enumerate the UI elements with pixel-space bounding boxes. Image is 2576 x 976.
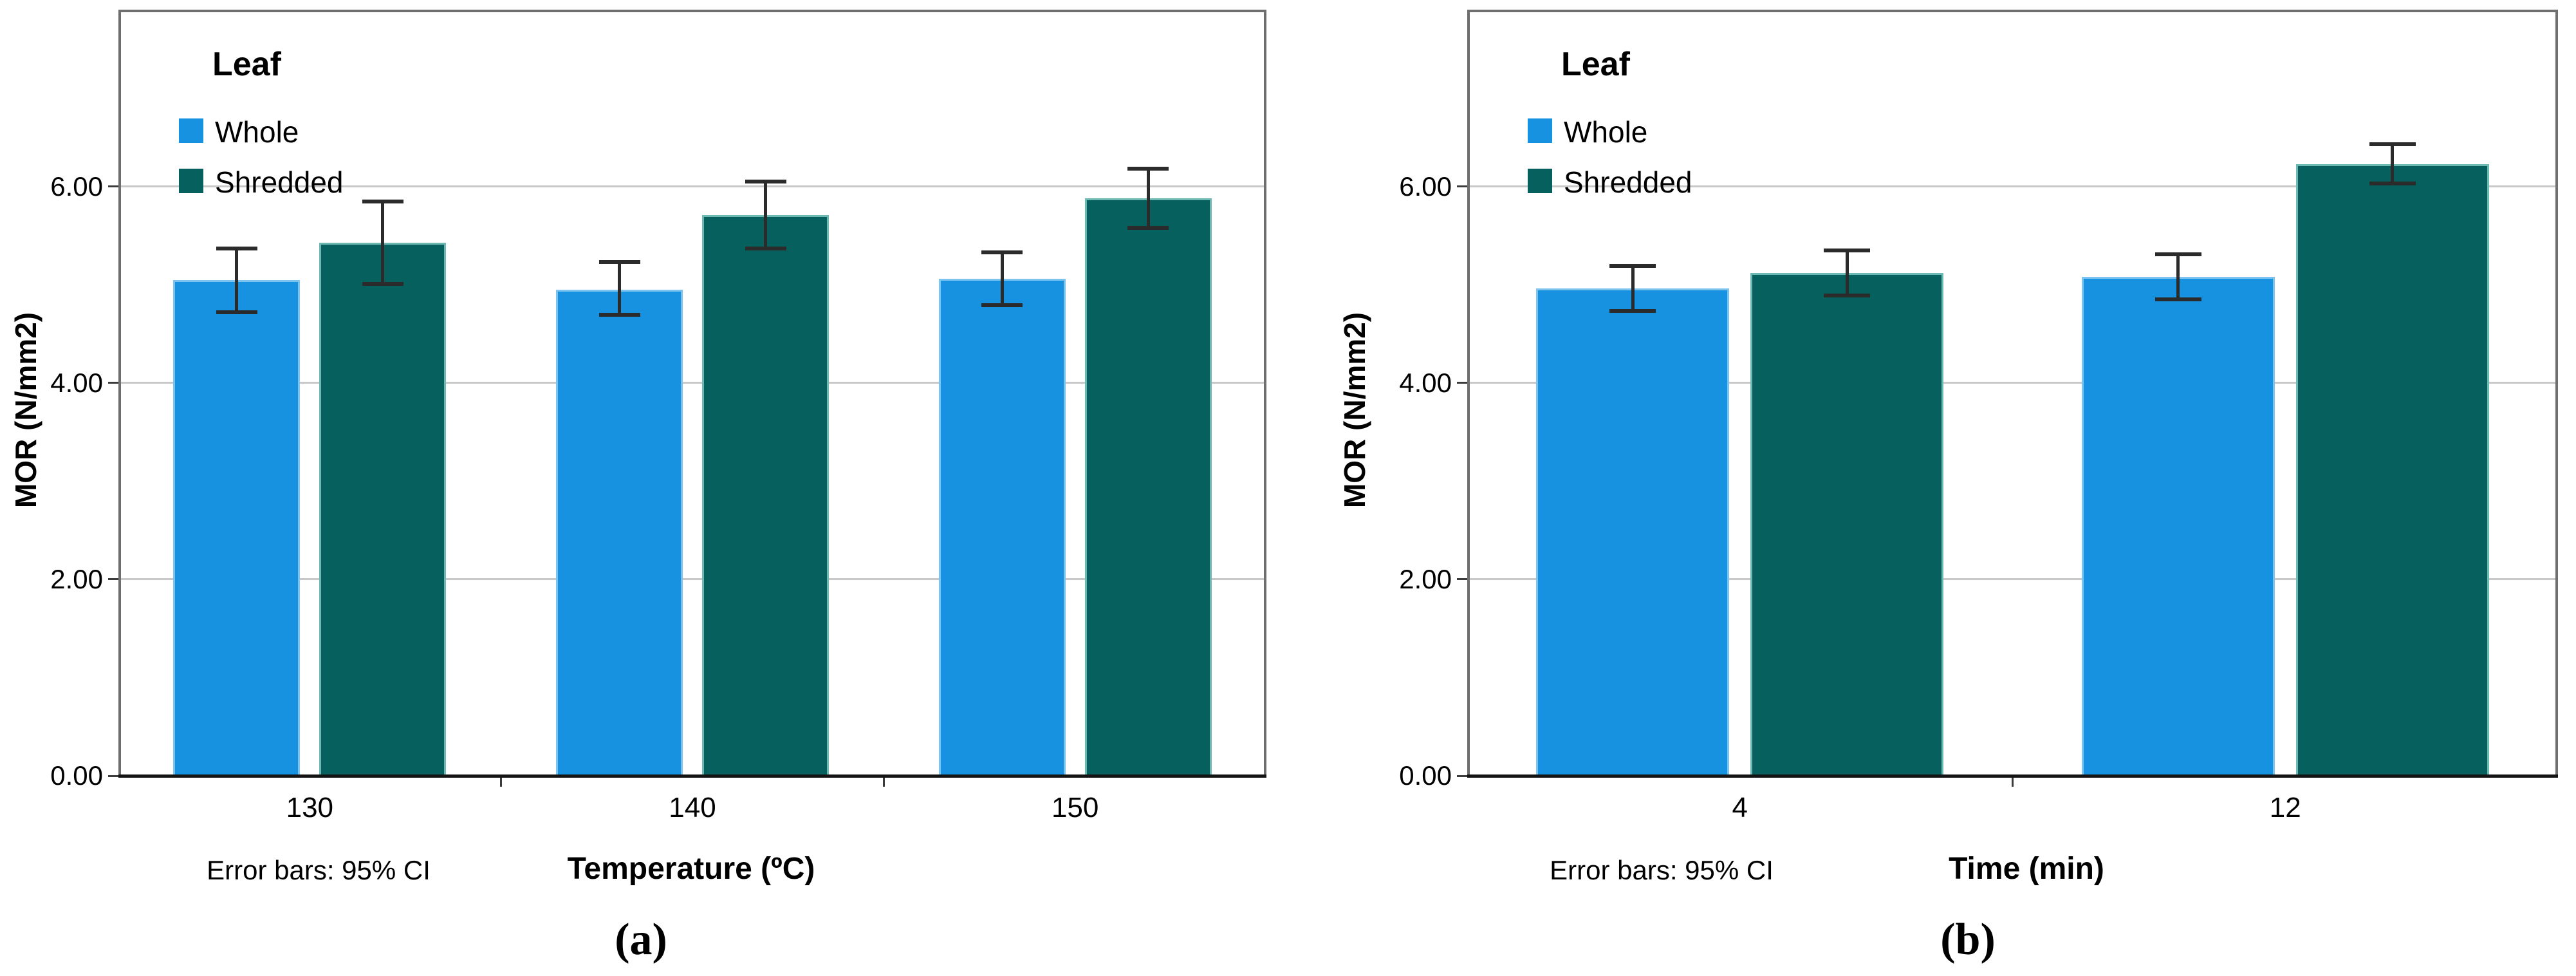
y-axis-tick [1457,774,1467,777]
error-bar-line [381,201,385,284]
bar-whole-130 [173,279,301,776]
gridline-y2 [1467,578,2558,581]
x-axis-tick [2012,778,2014,787]
error-bars-note-b: Error bars: 95% CI [1550,855,1774,885]
y-axis-title-b: MOR (N/mm2) [1338,312,1371,509]
panel-a: MOR (N/mm2) Leaf Whole Shredded Error ba… [9,10,1266,964]
gridline-y6 [1467,185,2558,188]
error-bar-cap-top [598,260,640,265]
error-bar-cap-top [216,246,257,250]
error-bar-cap-bottom [1609,309,1656,314]
x-axis-line [1467,774,2558,778]
y-tick-label: 6.00 [1399,171,1452,202]
error-bar-cap-bottom [2154,297,2201,302]
error-bar-line [1631,266,1635,312]
error-bar-cap-bottom [216,310,257,314]
error-bar-cap-top [1609,264,1656,268]
error-bar-cap-bottom [362,281,403,286]
y-axis-tick [108,382,118,384]
error-bar-line [1845,250,1849,296]
bar-shredded-140 [702,214,829,776]
y-axis-tick [1457,185,1467,188]
gridline-y6 [118,185,1266,188]
error-bar-line [764,181,767,249]
error-bar-line [618,262,621,315]
legend-label-shredded-b: Shredded [1564,165,1692,199]
gridline-y4 [1467,382,2558,384]
y-axis-title-a: MOR (N/mm2) [9,312,42,509]
bar-whole-150 [938,279,1066,776]
legend-title-b: Leaf [1561,46,1630,83]
y-axis-tick [108,185,118,188]
bar-shredded-4 [1750,272,1944,776]
x-axis-title-b: Time (min) [1949,852,2104,886]
error-bar-line [2176,254,2180,300]
y-axis-tick [108,774,118,777]
y-tick-label: 0.00 [1399,760,1452,791]
error-bar-line [1000,252,1004,306]
legend-swatch-whole-a [179,118,203,143]
panel-label-b: (b) [1940,915,1996,964]
error-bar-cap-bottom [598,313,640,317]
x-tick-label: 4 [1732,792,1748,823]
x-axis-line [118,774,1266,778]
x-tick-label: 130 [286,792,334,823]
y-axis-tick [108,578,118,581]
x-tick-label: 150 [1051,792,1099,823]
error-bar-line [235,248,239,312]
error-bar-cap-bottom [981,303,1023,308]
error-bar-cap-bottom [1824,293,1871,297]
error-bar-cap-top [981,250,1023,254]
x-axis-tick [882,778,885,787]
legend-label-whole-b: Whole [1564,115,1648,149]
y-axis-tick [1457,382,1467,384]
legend-swatch-shredded-a [179,169,203,193]
legend-label-shredded-a: Shredded [215,165,344,199]
x-axis-tick [500,778,503,787]
bar-shredded-130 [319,242,447,776]
bar-whole-12 [2081,276,2275,776]
y-tick-label: 4.00 [1399,367,1452,398]
bar-shredded-150 [1084,198,1212,776]
error-bar-line [2391,144,2395,184]
gridline-y4 [118,382,1266,384]
error-bar-cap-bottom [745,246,786,250]
y-tick-label: 2.00 [1399,563,1452,594]
bar-whole-4 [1536,288,1730,776]
error-bar-cap-top [1127,167,1169,171]
y-axis-tick [1457,578,1467,581]
x-tick-label: 12 [2269,792,2301,823]
x-tick-label: 140 [669,792,716,823]
bar-whole-140 [556,289,683,776]
bar-shredded-12 [2295,164,2489,776]
error-bar-cap-bottom [1127,225,1169,230]
error-bar-cap-top [2369,142,2416,146]
y-tick-label: 2.00 [50,563,103,594]
error-bar-cap-bottom [2369,182,2416,186]
legend-title-a: Leaf [212,46,281,83]
error-bars-note-a: Error bars: 95% CI [207,855,431,885]
error-bar-line [1146,169,1150,228]
error-bar-cap-top [362,199,403,203]
panel-label-a: (a) [615,915,667,964]
error-bar-cap-top [745,179,786,183]
x-axis-title-a: Temperature (ºC) [567,852,815,886]
y-tick-label: 0.00 [50,760,103,791]
y-tick-label: 4.00 [50,367,103,398]
gridline-y2 [118,578,1266,581]
error-bar-cap-top [2154,252,2201,256]
legend-swatch-shredded-b [1528,169,1552,193]
error-bar-cap-top [1824,248,1871,252]
y-tick-label: 6.00 [50,171,103,202]
legend-label-whole-a: Whole [215,115,299,149]
legend-swatch-whole-b [1528,118,1552,143]
